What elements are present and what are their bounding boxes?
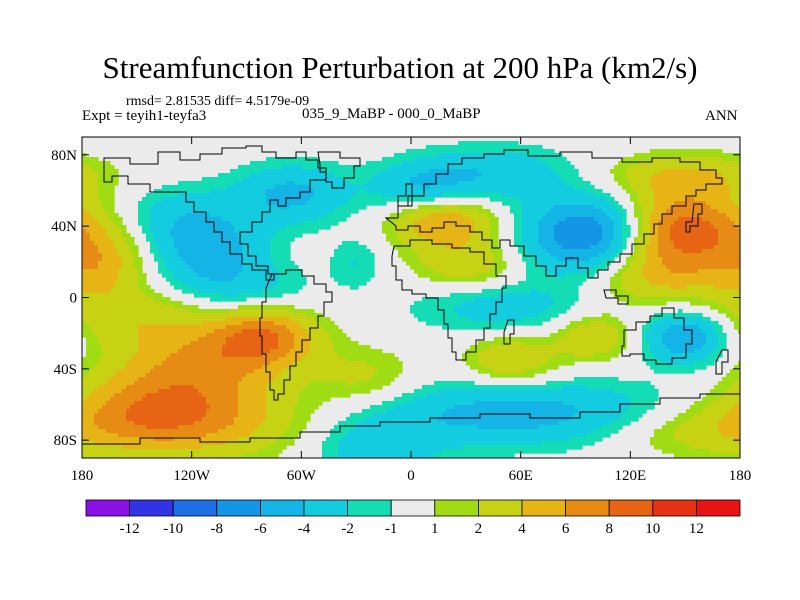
y-tick-label: 80N [51,148,77,164]
y-tick-label: 80S [54,433,77,449]
coastline-antarctica [82,393,740,445]
colorbar-swatch [521,499,566,517]
colorbar-swatch [608,499,654,517]
map-frame [81,136,741,459]
colorbar-label: -2 [341,521,354,537]
colorbar-label: -1 [385,521,398,537]
x-tick-label: 120E [614,468,646,484]
colorbar-label: -10 [163,521,183,537]
colorbar-swatch [216,499,261,517]
coastline-new-zealand [715,349,729,375]
experiment-label: Expt = teyih1-teyfa3 [82,108,207,124]
colorbar-swatch [347,499,392,517]
x-tick-label: 60W [287,468,317,484]
coastline-europe-asia [384,149,723,279]
period-label: 035_9_MaBP - 000_0_MaBP [302,106,481,122]
colorbar-swatch [303,499,348,517]
colorbar-label: 10 [645,521,660,537]
x-tick-label: 120W [173,468,211,484]
coastline-africa [391,239,507,361]
colorbar-label: -4 [298,521,311,537]
colorbar-label: -6 [254,521,267,537]
season-label: ANN [705,108,738,124]
colorbar-swatch [172,499,218,517]
colorbar-swatch [565,499,610,517]
colorbar-label: 12 [689,521,704,537]
coastline-japan [685,203,703,233]
colorbar-label: 1 [431,521,439,537]
colorbar-label: 6 [562,521,570,537]
colorbar-swatch [85,499,130,517]
stats-text: rmsd= 2.81535 diff= 4.5179e-09 [126,94,310,109]
colorbar-swatch [652,499,697,517]
coastline-greenland [317,151,361,189]
colorbar-label: 4 [518,521,526,537]
chart-title: Streamfunction Perturbation at 200 hPa (… [102,50,698,85]
colorbar-swatch [434,499,479,517]
colorbar-label: 8 [605,521,613,537]
coastline-south-america [259,269,333,401]
colorbar-swatch [129,499,174,517]
coastline-australia [621,307,693,365]
y-tick-label: 40S [54,362,77,378]
coastline-north-america [103,145,327,281]
colorbar-swatch [390,499,436,517]
coastline-uk [397,183,413,207]
x-tick-label: 60E [509,468,533,484]
coastline-madagascar [503,319,515,345]
colorbar-label: -8 [211,521,224,537]
coastlines [82,145,740,445]
colorbar: -12 -10 -8 -6 -4 -2 -1 1 2 4 6 8 10 12 [85,499,741,537]
colorbar-label: -12 [120,521,140,537]
colorbar-swatch [696,499,741,517]
x-tick-label: 0 [407,468,415,484]
x-tick-label: 180 [71,468,94,484]
colorbar-swatch [477,499,523,517]
colorbar-label: 2 [475,521,483,537]
axis-layer: 180 120W 60W 0 60E 120E 180 80N 40N 0 40S 80S [51,137,751,484]
x-tick-label: 180 [729,468,752,484]
y-tick-label: 0 [70,291,78,307]
coastline-indonesia [603,289,629,305]
colorbar-swatch [259,499,305,517]
y-tick-label: 40N [51,219,77,235]
